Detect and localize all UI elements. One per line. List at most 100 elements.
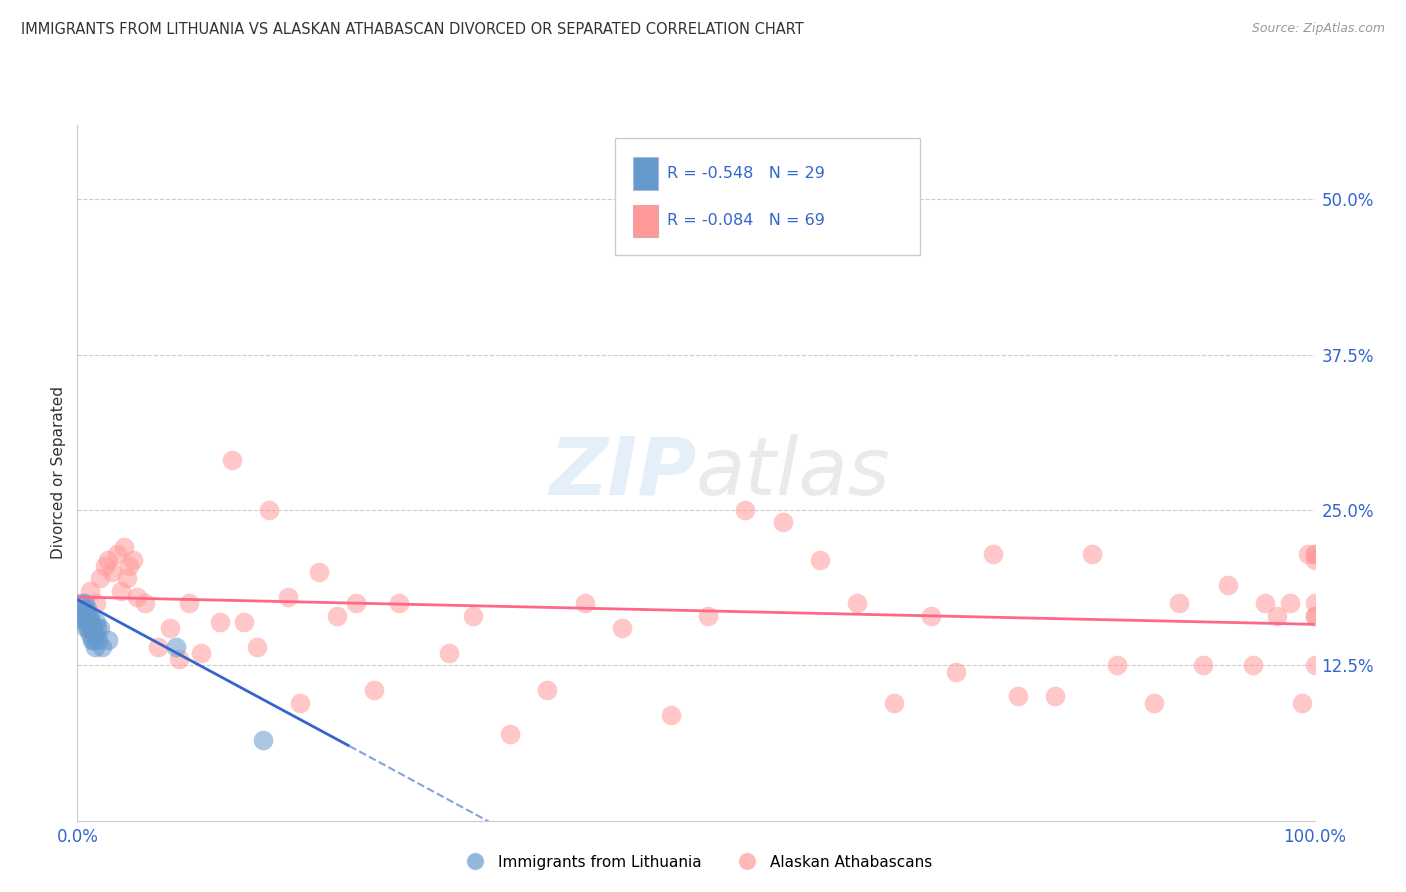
- Point: [463, 608, 485, 623]
- Point: [883, 696, 905, 710]
- Point: [808, 552, 831, 567]
- Point: [89, 621, 111, 635]
- Point: [326, 608, 349, 623]
- Point: [122, 552, 145, 567]
- Point: [97, 633, 120, 648]
- Point: [146, 640, 169, 654]
- Point: [920, 608, 942, 623]
- Point: [574, 596, 596, 610]
- Point: [93, 558, 115, 573]
- Point: [76, 602, 98, 616]
- Point: [76, 615, 98, 629]
- Point: [257, 503, 280, 517]
- Point: [72, 602, 94, 616]
- Point: [1298, 547, 1320, 561]
- Point: [75, 608, 97, 623]
- Point: [610, 621, 633, 635]
- Point: [118, 558, 141, 573]
- Point: [77, 621, 100, 635]
- Point: [1105, 658, 1128, 673]
- Point: [1192, 658, 1215, 673]
- Point: [252, 732, 274, 747]
- Point: [1167, 596, 1189, 610]
- Point: [981, 547, 1004, 561]
- Point: [1216, 577, 1239, 591]
- Point: [83, 640, 105, 654]
- Point: [177, 596, 200, 610]
- Point: [1303, 608, 1326, 623]
- Point: [388, 596, 411, 610]
- Point: [115, 571, 138, 585]
- Y-axis label: Divorced or Separated: Divorced or Separated: [51, 386, 66, 559]
- Point: [110, 583, 132, 598]
- Text: ZIP: ZIP: [548, 434, 696, 512]
- Point: [772, 516, 794, 530]
- Point: [246, 640, 269, 654]
- Point: [80, 621, 103, 635]
- Text: Source: ZipAtlas.com: Source: ZipAtlas.com: [1251, 22, 1385, 36]
- Point: [167, 652, 190, 666]
- Point: [79, 627, 101, 641]
- Point: [125, 590, 148, 604]
- Point: [1303, 547, 1326, 561]
- Point: [77, 608, 100, 623]
- Point: [308, 565, 330, 579]
- Point: [86, 621, 108, 635]
- Point: [1267, 608, 1289, 623]
- Legend: Immigrants from Lithuania, Alaskan Athabascans: Immigrants from Lithuania, Alaskan Athab…: [454, 848, 938, 876]
- Point: [80, 615, 103, 629]
- Point: [1303, 658, 1326, 673]
- Point: [87, 633, 110, 648]
- Point: [277, 590, 299, 604]
- Point: [89, 571, 111, 585]
- Point: [82, 621, 104, 635]
- Text: R = -0.548   N = 29: R = -0.548 N = 29: [666, 166, 824, 181]
- Point: [1303, 552, 1326, 567]
- Point: [73, 596, 96, 610]
- Point: [134, 596, 156, 610]
- Point: [84, 615, 107, 629]
- Point: [97, 552, 120, 567]
- Point: [1303, 596, 1326, 610]
- Point: [82, 633, 104, 648]
- Point: [1291, 696, 1313, 710]
- Text: IMMIGRANTS FROM LITHUANIA VS ALASKAN ATHABASCAN DIVORCED OR SEPARATED CORRELATIO: IMMIGRANTS FROM LITHUANIA VS ALASKAN ATH…: [21, 22, 804, 37]
- Point: [79, 583, 101, 598]
- Point: [499, 726, 522, 740]
- Point: [1007, 690, 1029, 704]
- Point: [221, 453, 243, 467]
- Point: [159, 621, 181, 635]
- Point: [734, 503, 756, 517]
- Point: [1143, 696, 1166, 710]
- Point: [1043, 690, 1066, 704]
- Point: [72, 602, 94, 616]
- Point: [84, 596, 107, 610]
- Point: [288, 696, 311, 710]
- Point: [105, 547, 128, 561]
- Point: [79, 608, 101, 623]
- Point: [91, 640, 114, 654]
- Point: [70, 596, 93, 610]
- Point: [82, 633, 104, 648]
- Point: [344, 596, 367, 610]
- Point: [1278, 596, 1301, 610]
- Point: [1241, 658, 1264, 673]
- Text: R = -0.084   N = 69: R = -0.084 N = 69: [666, 213, 824, 228]
- Point: [83, 627, 105, 641]
- Point: [101, 565, 124, 579]
- Point: [536, 683, 558, 698]
- Point: [845, 596, 868, 610]
- Point: [1081, 547, 1104, 561]
- Point: [659, 708, 682, 723]
- Point: [1303, 608, 1326, 623]
- Point: [1254, 596, 1277, 610]
- Point: [945, 665, 967, 679]
- Point: [208, 615, 231, 629]
- Point: [165, 640, 187, 654]
- Point: [112, 541, 135, 555]
- Point: [82, 621, 104, 635]
- Point: [72, 608, 94, 623]
- Point: [233, 615, 256, 629]
- Point: [363, 683, 385, 698]
- Text: atlas: atlas: [696, 434, 891, 512]
